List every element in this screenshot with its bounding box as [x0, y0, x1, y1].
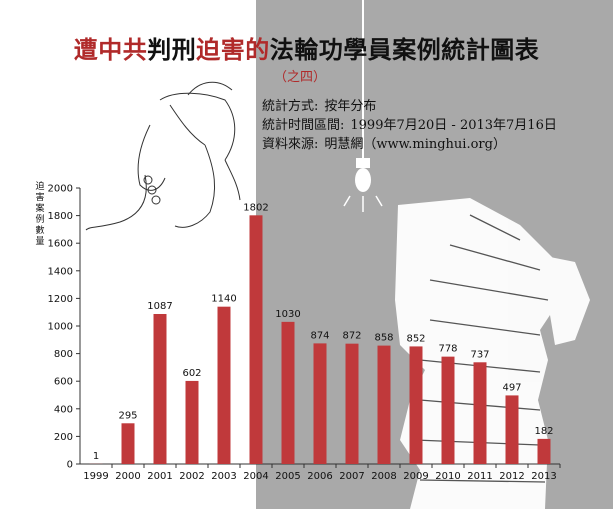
y-tick-label: 600: [54, 377, 73, 388]
x-tick-label: 2000: [115, 471, 140, 482]
bar-value-label: 1030: [275, 309, 300, 320]
bar: [409, 346, 423, 464]
bar: [153, 313, 167, 464]
info-method-value: 按年分布: [324, 99, 377, 114]
x-tick-label: 2011: [467, 471, 492, 482]
bar-value-label: 182: [534, 426, 553, 437]
title-black-segment-2: 法輪功學員案例統計圖表: [269, 35, 540, 64]
bar: [537, 438, 551, 464]
x-tick-label: 2007: [339, 471, 364, 482]
y-tick-label: 2000: [48, 184, 73, 195]
info-source-label: 資料來源:: [262, 137, 319, 152]
info-period: 統計时間區間: 1999年7月20日 - 2013年7月16日: [262, 114, 557, 133]
bar: [345, 343, 359, 464]
prisoner-silhouette: [395, 198, 590, 509]
y-tick-label: 1200: [48, 294, 73, 305]
bar: [441, 356, 455, 464]
x-tick-label: 2013: [531, 471, 556, 482]
bar: [473, 362, 487, 464]
bar: [185, 380, 199, 464]
bar-value-label: 852: [406, 333, 425, 344]
x-tick-label: 2009: [403, 471, 428, 482]
bar-value-label: 737: [470, 349, 489, 360]
info-source: 資料來源: 明慧網（www.minghui.org）: [262, 133, 506, 152]
chart-subtitle: （之四）: [274, 70, 327, 85]
info-period-label: 統計时間區間:: [262, 118, 345, 133]
bar-value-label: 858: [374, 333, 393, 344]
bar: [313, 343, 327, 464]
bar: [281, 321, 295, 464]
x-tick-label: 2001: [147, 471, 172, 482]
bar-value-label: 872: [342, 331, 361, 342]
bar-value-label: 778: [438, 344, 457, 355]
x-tick-label: 2010: [435, 471, 460, 482]
y-tick-label: 1000: [48, 322, 73, 333]
x-tick-label: 1999: [83, 471, 108, 482]
bar-value-label: 602: [182, 368, 201, 379]
x-tick-label: 2002: [179, 471, 204, 482]
bar-value-label: 497: [502, 382, 521, 393]
bar-value-label: 874: [310, 330, 329, 341]
bar-value-label: 1140: [211, 294, 236, 305]
sketch-illustration: [85, 81, 241, 231]
bar-value-label: 295: [118, 410, 137, 421]
bar-value-label: 1087: [147, 301, 172, 312]
chart-title: 遭中共判刑迫害的法輪功學員案例統計圖表: [0, 30, 613, 65]
title-red-segment-2: 迫害的: [196, 35, 270, 64]
info-period-value: 1999年7月20日 - 2013年7月16日: [350, 118, 557, 133]
y-tick-label: 400: [54, 404, 73, 415]
y-tick-label: 800: [54, 349, 73, 360]
x-tick-label: 2005: [275, 471, 300, 482]
bar-value-label: 1802: [243, 202, 268, 213]
info-source-value: 明慧網（www.minghui.org）: [324, 137, 506, 152]
y-tick-label: 1400: [48, 266, 73, 277]
x-tick-label: 2012: [499, 471, 524, 482]
bar: [121, 423, 135, 464]
title-red-segment-1: 遭中共: [73, 35, 148, 64]
x-tick-label: 2004: [243, 471, 268, 482]
y-tick-label: 1800: [48, 211, 73, 222]
bar-value-label: 1: [93, 451, 99, 462]
bar: [377, 345, 391, 464]
info-method: 統計方式: 按年分布: [262, 95, 376, 114]
info-method-label: 統計方式:: [262, 99, 319, 114]
y-tick-label: 200: [54, 432, 73, 443]
y-tick-label: 0: [67, 460, 73, 471]
x-tick-label: 2006: [307, 471, 332, 482]
bar: [249, 215, 263, 464]
x-tick-label: 2003: [211, 471, 236, 482]
y-tick-label: 1600: [48, 239, 73, 250]
y-axis-label: 迫害案例數量: [35, 182, 45, 247]
hanging-bulb-icon: [343, 0, 383, 212]
bar: [505, 395, 519, 464]
bar: [217, 306, 231, 464]
x-tick-label: 2008: [371, 471, 396, 482]
title-black-segment-1: 判刑: [147, 35, 197, 64]
